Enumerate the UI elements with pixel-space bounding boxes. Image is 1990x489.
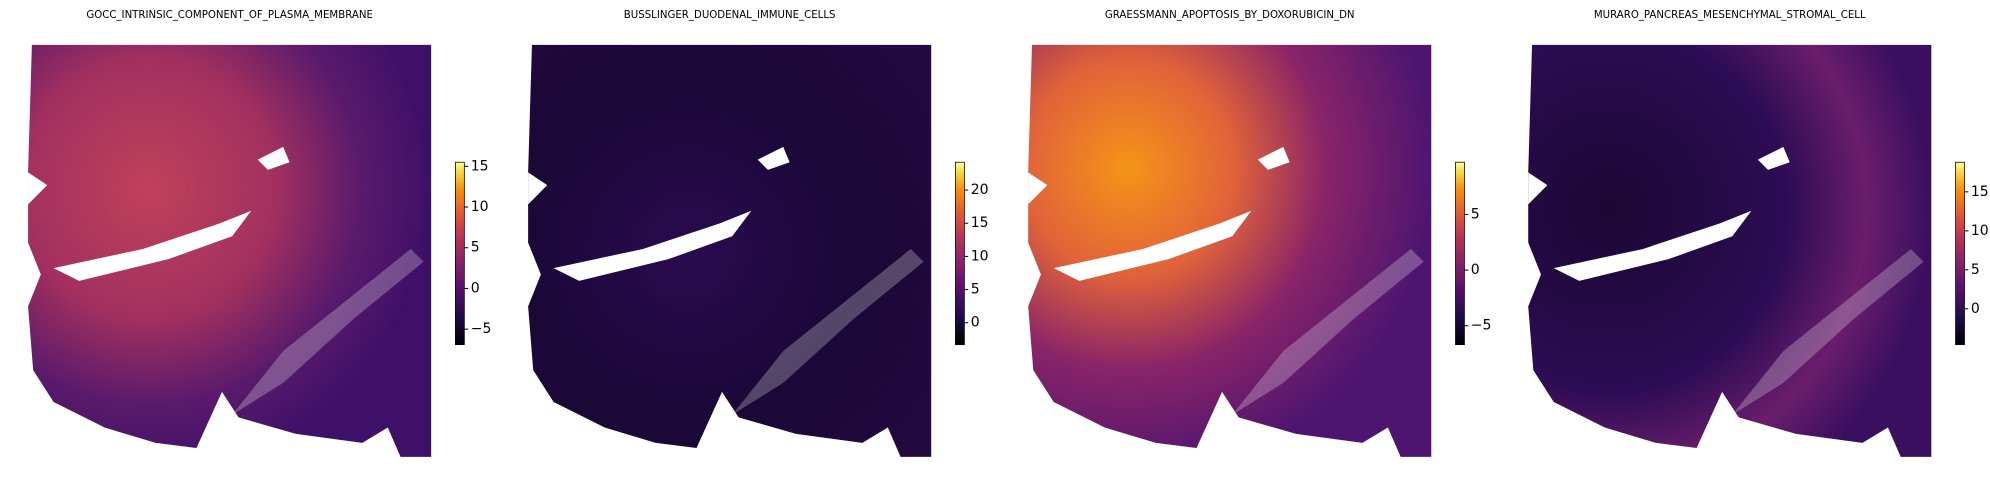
colorbar-tick-label: 5 — [471, 240, 480, 256]
colorbar-tick-label: 10 — [971, 248, 989, 264]
panel-title: BUSSLINGER_DUODENAL_IMMUNE_CELLS — [624, 10, 836, 21]
colorbar-tick-label: −5 — [1471, 318, 1492, 334]
colorbar-tick-label: 15 — [471, 158, 489, 174]
colorbar — [1455, 161, 1465, 346]
lumen — [1257, 146, 1290, 170]
colorbar-tick-label: 20 — [971, 182, 989, 198]
lumen — [28, 172, 48, 205]
lumen — [1553, 210, 1752, 281]
tissue — [528, 44, 932, 457]
colorbar-tick-label: 5 — [971, 282, 980, 298]
colorbar-tick-label: −5 — [471, 321, 492, 337]
panel: GOCC_INTRINSIC_COMPONENT_OF_PLASMA_MEMBR… — [28, 10, 491, 457]
colorbar-tick-label: 10 — [1971, 223, 1989, 239]
lumen — [1028, 172, 1048, 205]
lumen — [732, 248, 924, 415]
colorbar-tick-label: 5 — [1471, 206, 1480, 222]
tissue-image — [28, 44, 432, 457]
tissue — [28, 44, 432, 457]
colorbar — [955, 161, 965, 346]
colorbar-tick-label: 10 — [471, 199, 489, 215]
panel-title: GRAESSMANN_APOPTOSIS_BY_DOXORUBICIN_DN — [1105, 10, 1355, 21]
colorbar — [1955, 161, 1965, 346]
lumen — [1732, 248, 1924, 415]
lumen — [53, 210, 252, 281]
lumen — [528, 172, 548, 205]
tissue — [1528, 44, 1932, 457]
tissue — [1028, 44, 1432, 457]
colorbar-tick-label: 0 — [1971, 301, 1980, 317]
colorbar-tick-label: 15 — [1971, 184, 1989, 200]
lumen — [257, 146, 290, 170]
lumen — [232, 248, 424, 415]
lumen — [1757, 146, 1790, 170]
lumen — [1232, 248, 1424, 415]
colorbar-tick-label: 5 — [1971, 262, 1980, 278]
lumen — [1053, 210, 1252, 281]
panel-title: MURARO_PANCREAS_MESENCHYMAL_STROMAL_CELL — [1594, 10, 1866, 21]
colorbar-tick-label: 0 — [471, 280, 480, 296]
panel-title: GOCC_INTRINSIC_COMPONENT_OF_PLASMA_MEMBR… — [86, 10, 373, 21]
tissue-image — [528, 44, 932, 457]
tissue-image — [1028, 44, 1432, 457]
colorbar-tick-label: 0 — [1471, 262, 1480, 278]
panel: GRAESSMANN_APOPTOSIS_BY_DOXORUBICIN_DN −5… — [1028, 10, 1491, 457]
lumen — [1528, 172, 1548, 205]
panel: BUSSLINGER_DUODENAL_IMMUNE_CELLS 0 5 10 15 20 — [528, 10, 989, 457]
colorbar-tick-label: 15 — [971, 215, 989, 231]
panel: MURARO_PANCREAS_MESENCHYMAL_STROMAL_CELL… — [1528, 10, 1989, 457]
colorbar — [455, 161, 465, 346]
lumen — [757, 146, 790, 170]
colorbar-tick-label: 0 — [971, 315, 980, 331]
tissue-image — [1528, 44, 1932, 457]
